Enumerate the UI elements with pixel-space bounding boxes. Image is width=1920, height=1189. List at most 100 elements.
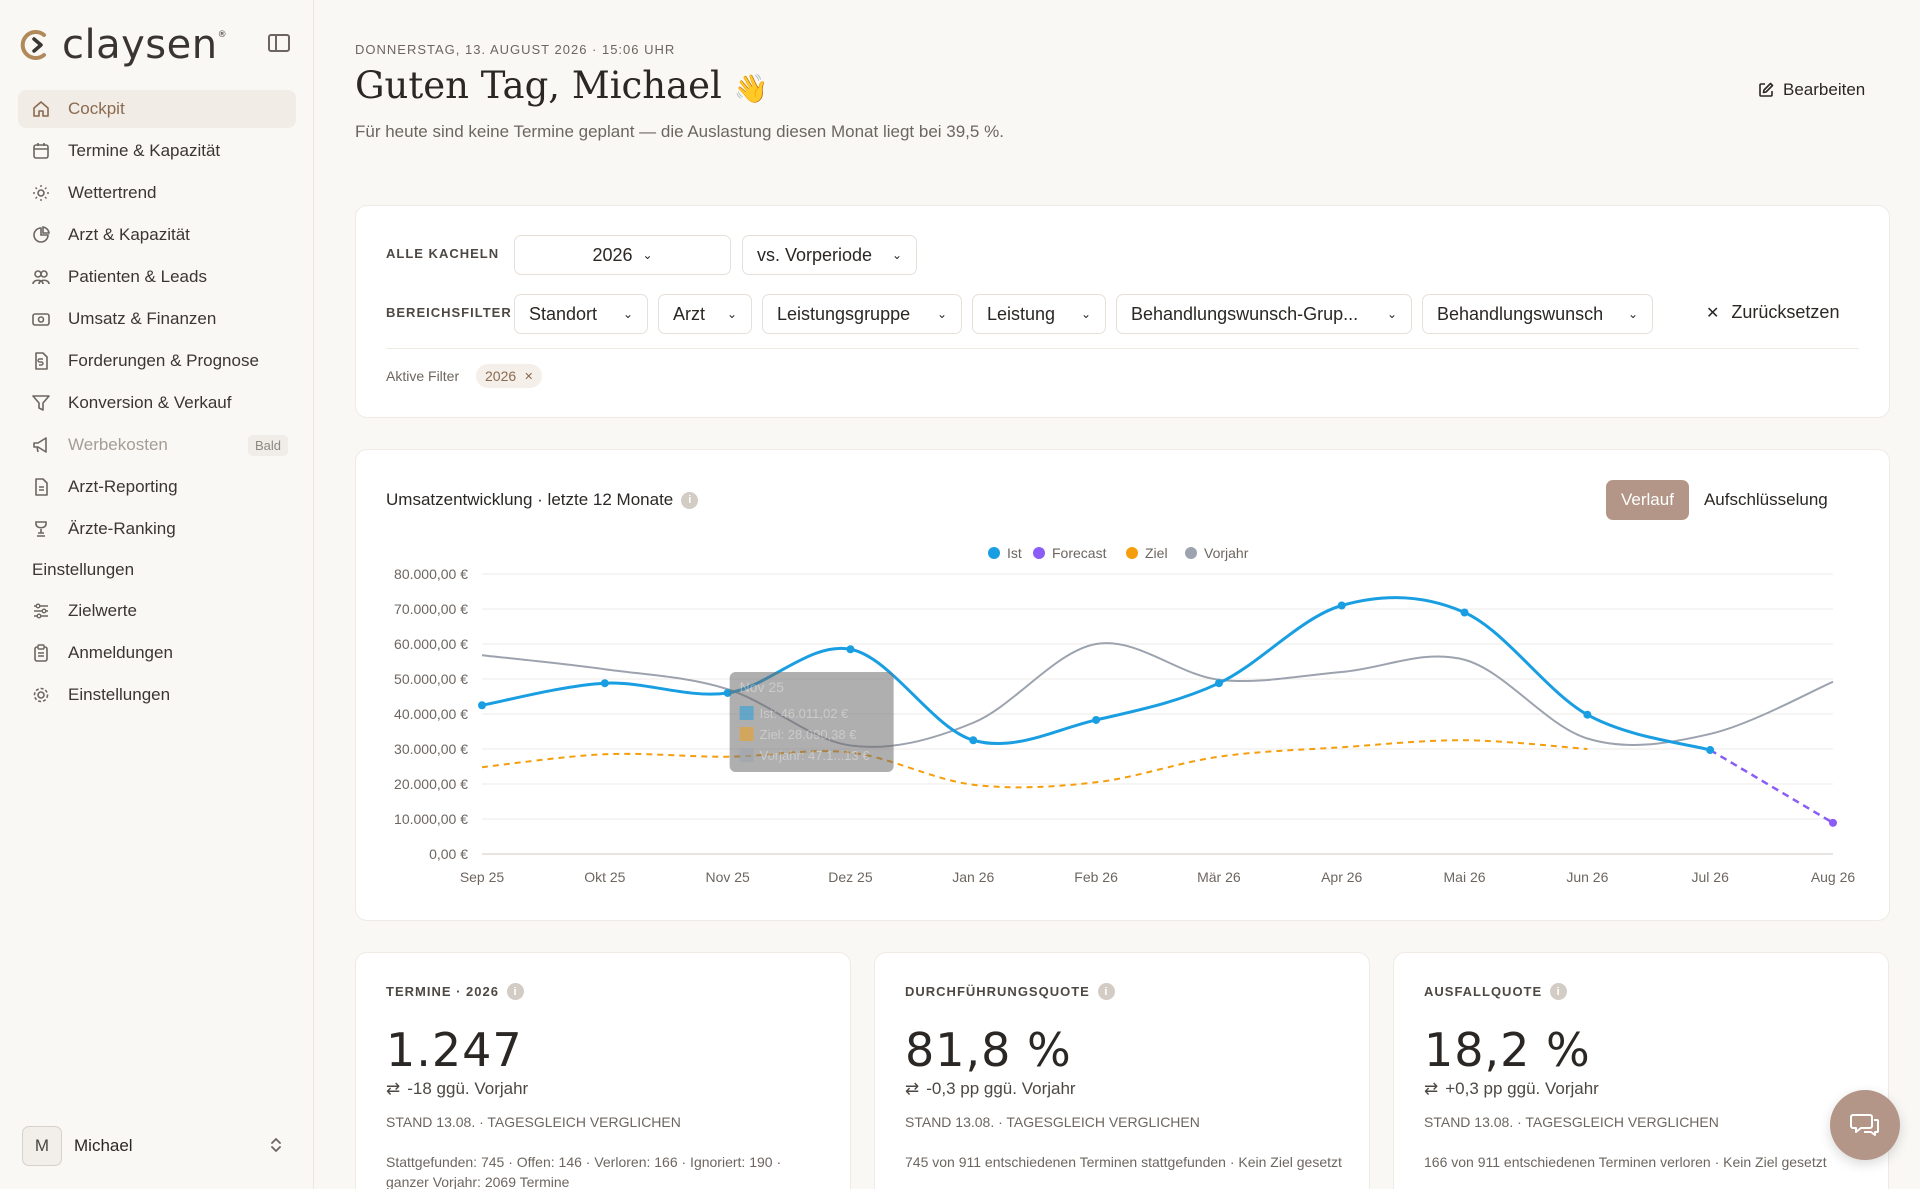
sidebar-item-umsatz-finanzen[interactable]: Umsatz & Finanzen bbox=[18, 300, 296, 338]
sidebar-item-konversion-verkauf[interactable]: Konversion & Verkauf bbox=[18, 384, 296, 422]
document-icon bbox=[32, 478, 50, 496]
comparison-select[interactable]: vs. Vorperiode ⌄ bbox=[742, 235, 917, 275]
compare-arrows-icon: ⇄ bbox=[905, 1079, 920, 1098]
sidebar-item-werbekosten[interactable]: Werbekosten Bald bbox=[18, 426, 296, 464]
close-icon[interactable]: ✕ bbox=[524, 370, 534, 383]
view-toggle: Verlauf Aufschlüsselung bbox=[1606, 480, 1843, 520]
logo[interactable]: claysen® bbox=[18, 22, 227, 68]
sidebar-item-forderungen-prognose[interactable]: Forderungen & Prognose bbox=[18, 342, 296, 380]
close-icon: ✕ bbox=[1706, 304, 1720, 322]
chart-title: Umsatzentwicklung · letzte 12 Monate i bbox=[386, 490, 699, 510]
info-icon[interactable]: i bbox=[506, 983, 524, 1000]
user-menu[interactable]: M Michael bbox=[22, 1126, 292, 1166]
status-badge: Bald bbox=[247, 434, 288, 456]
chevron-down-icon: ⌄ bbox=[891, 248, 902, 262]
series-line-forecast bbox=[1709, 748, 1834, 824]
kpi-delta: ⇄ -0,3 pp ggü. Vorjahr bbox=[905, 1079, 1076, 1098]
reset-button[interactable]: ✕ Zurücksetzen bbox=[1706, 302, 1840, 322]
sidebar-item-label: Zielwerte bbox=[68, 601, 137, 620]
chevron-up-down-icon[interactable] bbox=[270, 1136, 282, 1157]
sun-icon bbox=[32, 184, 50, 202]
filter-dropdown[interactable]: Standort ⌄ bbox=[514, 294, 648, 334]
filter-dropdown[interactable]: Leistung ⌄ bbox=[972, 294, 1106, 334]
avatar: M bbox=[22, 1126, 62, 1166]
tab-aufschluesselung[interactable]: Aufschlüsselung bbox=[1703, 490, 1828, 509]
data-point-ist bbox=[1460, 608, 1469, 617]
kpi-detail: Stattgefunden: 745 · Offen: 146 · Verlor… bbox=[386, 1154, 782, 1189]
receipt-icon bbox=[32, 352, 50, 370]
filter-dropdown[interactable]: Behandlungswunsch ⌄ bbox=[1422, 294, 1653, 334]
sidebar-item-cockpit[interactable]: Cockpit bbox=[18, 90, 296, 128]
tab-verlauf[interactable]: Verlauf bbox=[1606, 480, 1689, 520]
legend-label: Ist bbox=[1007, 545, 1022, 561]
series-line-vorjahr bbox=[481, 642, 1834, 748]
data-point-forecast bbox=[1829, 818, 1837, 827]
tooltip-swatch bbox=[739, 748, 754, 762]
series-line-ist bbox=[481, 596, 1711, 752]
info-icon[interactable]: i bbox=[681, 491, 699, 509]
user-name: Michael bbox=[74, 1136, 133, 1155]
kpi-note: STAND 13.08. · TAGESGLEICH VERGLICHEN bbox=[905, 1114, 1200, 1130]
chevron-down-icon: ⌄ bbox=[936, 307, 947, 321]
funnel-icon bbox=[32, 394, 50, 412]
info-icon[interactable]: i bbox=[1097, 983, 1115, 1000]
sidebar-item-einstellungen[interactable]: Einstellungen bbox=[18, 676, 296, 714]
chat-button[interactable] bbox=[1830, 1090, 1900, 1160]
tooltip-swatch bbox=[739, 727, 754, 741]
kpi-detail: 745 von 911 entschiedenen Terminen statt… bbox=[905, 1154, 1342, 1170]
y-tick-label: 60.000,00 € bbox=[394, 636, 468, 652]
sidebar-item-wettertrend[interactable]: Wettertrend bbox=[18, 174, 296, 212]
megaphone-icon bbox=[32, 436, 50, 454]
chevron-down-icon: ⌄ bbox=[1386, 307, 1397, 321]
kpi-card: TERMINE · 2026 i 1.247 ⇄ -18 ggü. Vorjahr STA… bbox=[355, 952, 851, 1189]
sidebar-item-patienten-leads[interactable]: Patienten & Leads bbox=[18, 258, 296, 296]
sidebar-item-arzt-kapazität[interactable]: Arzt & Kapazität bbox=[18, 216, 296, 254]
legend-label: Ziel bbox=[1145, 545, 1168, 561]
kpi-value: 81,8 % bbox=[905, 1023, 1072, 1077]
kpi-label: AUSFALLQUOTE i bbox=[1424, 983, 1568, 1000]
sidebar-toggle-icon[interactable] bbox=[268, 34, 290, 52]
edit-button[interactable]: Bearbeiten bbox=[1758, 80, 1865, 100]
filter-dropdown[interactable]: Behandlungswunsch-Grup... ⌄ bbox=[1116, 294, 1412, 334]
page-title: Guten Tag, Michael 👋 bbox=[355, 64, 769, 107]
data-point-ist bbox=[1706, 746, 1715, 755]
data-point-ist bbox=[1214, 679, 1223, 688]
sidebar-item-arzt-reporting[interactable]: Arzt-Reporting bbox=[18, 468, 296, 506]
y-tick-label: 70.000,00 € bbox=[394, 601, 468, 617]
legend-swatch bbox=[1126, 547, 1138, 559]
active-filter-chip[interactable]: 2026 ✕ bbox=[476, 364, 543, 388]
legend-swatch bbox=[988, 547, 1000, 559]
sidebar-settings-nav: Zielwerte Anmeldungen Einstellungen bbox=[18, 592, 296, 718]
header-date: DONNERSTAG, 13. AUGUST 2026 · 15:06 UHR bbox=[355, 42, 676, 57]
y-tick-label: 30.000,00 € bbox=[394, 741, 468, 757]
data-point-ist bbox=[600, 679, 609, 688]
page-subtitle: Für heute sind keine Termine geplant — d… bbox=[355, 122, 1004, 141]
revenue-line-chart[interactable]: 0,00 € 10.000,00 € 20.000,00 € 30.000,00 € 4… bbox=[356, 450, 1891, 922]
sidebar-item-termine-kapazität[interactable]: Termine & Kapazität bbox=[18, 132, 296, 170]
compare-arrows-icon: ⇄ bbox=[386, 1079, 401, 1098]
x-tick-label: Feb 26 bbox=[1074, 869, 1118, 885]
x-tick-label: Jun 26 bbox=[1566, 869, 1608, 885]
sidebar-item-anmeldungen[interactable]: Anmeldungen bbox=[18, 634, 296, 672]
series-line-ziel bbox=[481, 739, 1588, 789]
chat-icon bbox=[1850, 1114, 1879, 1136]
compare-arrows-icon: ⇄ bbox=[1424, 1079, 1439, 1098]
year-select[interactable]: 2026 ⌄ bbox=[514, 235, 731, 275]
info-icon[interactable]: i bbox=[1550, 983, 1568, 1000]
sidebar-item-label: Cockpit bbox=[68, 99, 125, 118]
sidebar-item-label: Anmeldungen bbox=[68, 643, 173, 662]
tooltip-line: Vorjahr: 47.1...13 € bbox=[760, 748, 871, 763]
filter-dropdown[interactable]: Leistungsgruppe ⌄ bbox=[762, 294, 962, 334]
edit-icon bbox=[1759, 82, 1774, 97]
sidebar-item-zielwerte[interactable]: Zielwerte bbox=[18, 592, 296, 630]
sidebar-item-ärzte-ranking[interactable]: Ärzte-Ranking bbox=[18, 510, 296, 548]
tooltip-line: Ist: 46.011,02 € bbox=[760, 706, 849, 721]
filter-dropdown[interactable]: Arzt ⌄ bbox=[658, 294, 752, 334]
y-tick-label: 0,00 € bbox=[429, 846, 468, 862]
data-point-ist bbox=[846, 645, 855, 654]
kpi-detail: 166 von 911 entschiedenen Terminen verlo… bbox=[1424, 1154, 1827, 1170]
tooltip-title: Nov 25 bbox=[740, 679, 785, 695]
legend-label: Vorjahr bbox=[1204, 545, 1249, 561]
y-tick-label: 20.000,00 € bbox=[394, 776, 468, 792]
brand-name: claysen® bbox=[62, 22, 228, 68]
